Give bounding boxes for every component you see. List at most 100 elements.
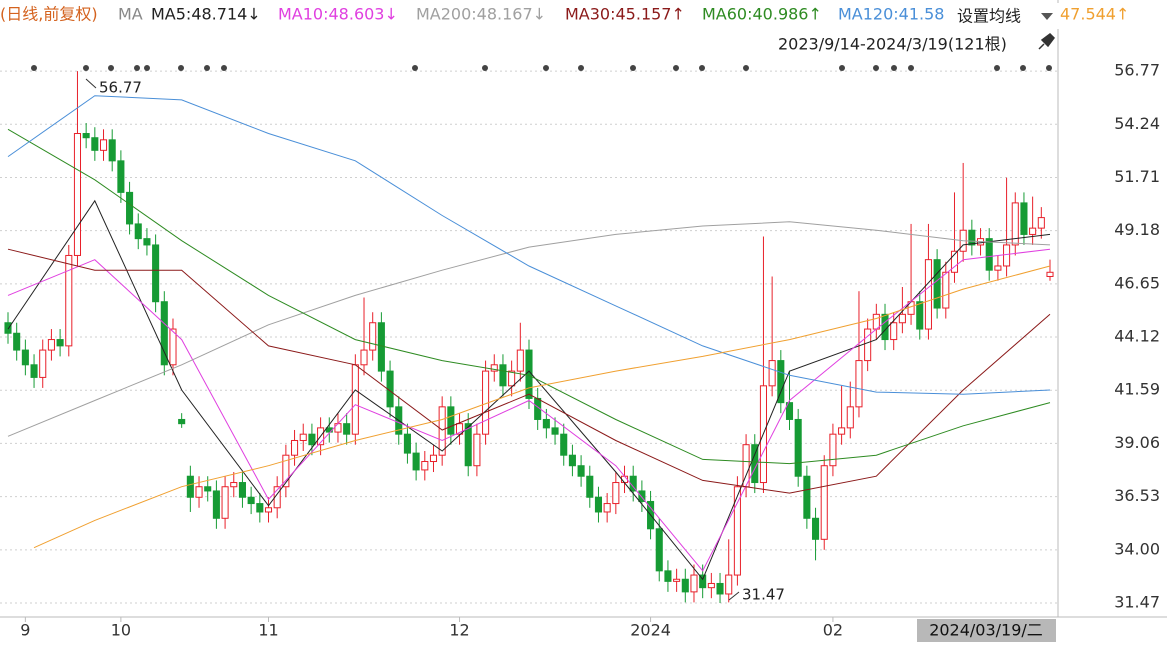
- legend-entry: MA60:40.986↑: [702, 5, 822, 24]
- candle-body: [855, 360, 863, 408]
- candle-body: [282, 454, 290, 488]
- y-tick-label: 54.24: [1114, 114, 1160, 133]
- candle-body: [39, 349, 47, 378]
- candle-body: [716, 582, 724, 595]
- candle-body: [473, 433, 481, 467]
- candle-body: [403, 433, 411, 454]
- legend-entry: MA120:41.58: [838, 5, 944, 24]
- candle-body: [890, 322, 898, 341]
- candle-body: [230, 482, 238, 488]
- dropdown-arrow[interactable]: [1041, 13, 1053, 20]
- candle-body: [777, 360, 785, 404]
- legend-entry: MA200:48.167↓: [416, 5, 546, 24]
- candle-body: [178, 418, 186, 425]
- candle-body: [1046, 271, 1054, 277]
- ma-line: [7, 248, 1051, 572]
- annotation: 56.77: [99, 79, 142, 97]
- y-tick-label: 31.47: [1114, 593, 1160, 612]
- candle-body: [1003, 244, 1011, 267]
- ma-line: [7, 199, 1051, 581]
- x-tick-label: 10: [111, 621, 131, 640]
- candle-body: [186, 475, 194, 498]
- button-bg[interactable]: [948, 3, 1060, 29]
- candle-body: [351, 364, 359, 435]
- candle-body: [916, 301, 924, 330]
- candle-body: [577, 465, 585, 477]
- candle-body: [212, 490, 220, 519]
- candle-body: [369, 322, 377, 351]
- candle-body: [864, 328, 872, 362]
- legend-entry: MA5:48.714↓: [151, 5, 261, 24]
- candle-body: [785, 402, 794, 420]
- candle-body: [273, 486, 281, 509]
- range-label: 2023/9/14-2024/3/19(121根): [778, 35, 1007, 54]
- candle-body: [4, 322, 12, 334]
- candle-body: [1020, 202, 1028, 235]
- candle-body: [846, 406, 854, 429]
- ma-line: [7, 221, 1051, 437]
- candle-body: [942, 271, 950, 309]
- y-tick-label: 56.77: [1114, 61, 1160, 80]
- range-bg: [775, 31, 1037, 57]
- candle-body: [73, 133, 82, 256]
- candle-body: [117, 160, 125, 193]
- candle-body: [99, 139, 108, 151]
- candle-body: [812, 517, 820, 540]
- legend: MA5:48.714↓ MA10:48.603↓ MA200:48.167↓ MA30…: [151, 5, 1129, 24]
- candle-body: [655, 528, 663, 572]
- ma-line: [7, 248, 1051, 494]
- candle-body: [143, 238, 151, 246]
- candle-body: [221, 486, 229, 519]
- candle-body: [508, 370, 516, 387]
- candle-body: [204, 486, 212, 492]
- candle-body: [438, 406, 446, 456]
- settings-button[interactable]: 设置均线: [948, 3, 1060, 29]
- candle-body: [65, 254, 73, 347]
- candle-body: [681, 578, 689, 593]
- candle-body: [1011, 202, 1019, 246]
- candle-body: [898, 313, 906, 324]
- candle-body: [82, 133, 90, 139]
- candle-body: [360, 349, 368, 366]
- candle-body: [542, 418, 550, 429]
- pin-icon[interactable]: [1038, 33, 1055, 50]
- candle-body: [134, 223, 142, 240]
- candle-body: [829, 433, 837, 467]
- cursor-date: 2024/03/19/二: [929, 621, 1043, 640]
- annotation: 31.47: [742, 586, 785, 604]
- candle-body: [707, 582, 715, 589]
- candle-body: [560, 433, 568, 456]
- candle-body: [1037, 217, 1045, 229]
- chart-title: (日线,前复权): [0, 5, 98, 24]
- candle-body: [126, 191, 134, 225]
- button-label[interactable]: 设置均线: [957, 7, 1021, 26]
- candle-body: [169, 328, 177, 366]
- x-tick-label: 12: [449, 621, 469, 640]
- x-tick-label: 02: [823, 621, 843, 640]
- candle-body: [108, 139, 116, 162]
- candle-body: [447, 406, 455, 435]
- legend-entry: MA30:45.157↑: [565, 5, 685, 24]
- candle-body: [91, 137, 99, 151]
- candle-body: [568, 454, 576, 467]
- candle-body: [690, 574, 698, 593]
- candle-body: [673, 578, 681, 582]
- candle-body: [924, 259, 932, 330]
- candle-body: [412, 452, 420, 471]
- candle-body: [603, 503, 611, 513]
- plot-area: [0, 70, 1058, 604]
- x-tick-label: 11: [258, 621, 278, 640]
- candle-body: [699, 574, 707, 589]
- y-tick-label: 44.12: [1114, 327, 1160, 346]
- candle-body: [516, 349, 524, 372]
- candle-body: [343, 423, 351, 435]
- candle-body: [47, 339, 55, 351]
- candle-body: [881, 313, 889, 341]
- candle-body: [985, 238, 993, 271]
- candle-body: [247, 496, 255, 505]
- candle-body: [594, 496, 603, 513]
- y-tick-label: 49.18: [1114, 220, 1160, 239]
- y-tick-label: 36.53: [1114, 486, 1160, 505]
